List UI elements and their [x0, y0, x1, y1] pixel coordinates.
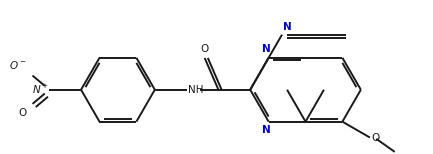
Text: O: O: [19, 108, 27, 118]
Text: O: O: [371, 133, 379, 143]
Text: O: O: [200, 44, 209, 54]
Text: N: N: [262, 44, 271, 54]
Text: N: N: [262, 126, 271, 136]
Text: NH: NH: [188, 85, 204, 95]
Text: N: N: [283, 22, 292, 32]
Text: $O^-$: $O^-$: [9, 59, 27, 71]
Text: $N^+$: $N^+$: [32, 83, 49, 96]
